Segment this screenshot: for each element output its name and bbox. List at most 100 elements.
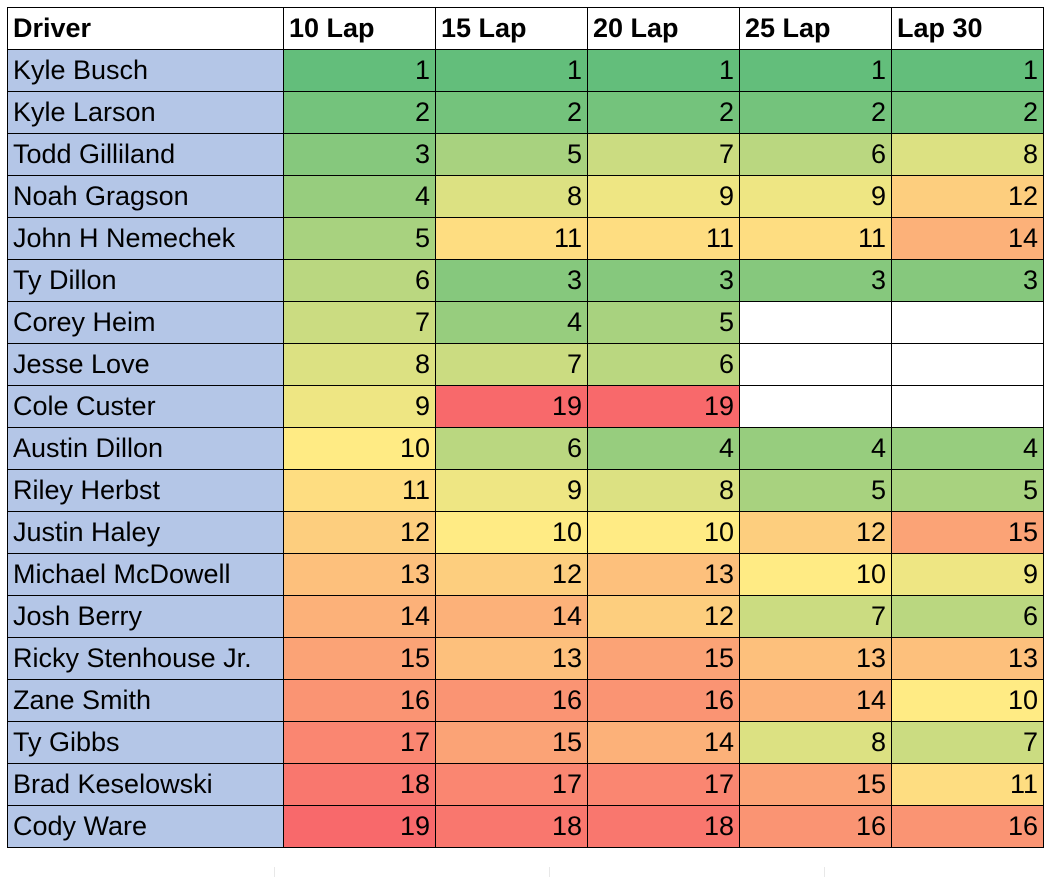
rank-cell-20-lap[interactable]: 14 [587,721,740,764]
rank-cell-25-lap[interactable]: 12 [739,511,892,554]
header-10-lap[interactable]: 10 Lap [283,7,436,50]
driver-name-cell[interactable]: Noah Gragson [7,175,284,218]
empty-cell-lap-30[interactable] [891,343,1044,386]
rank-cell-10-lap[interactable]: 7 [283,301,436,344]
rank-cell-lap-30[interactable]: 7 [891,721,1044,764]
driver-name-cell[interactable]: Corey Heim [7,301,284,344]
rank-cell-lap-30[interactable]: 11 [891,763,1044,806]
rank-cell-15-lap[interactable]: 17 [435,763,588,806]
rank-cell-20-lap[interactable]: 3 [587,259,740,302]
driver-name-cell[interactable]: Josh Berry [7,595,284,638]
header-driver[interactable]: Driver [7,7,284,50]
rank-cell-25-lap[interactable]: 7 [739,595,892,638]
rank-cell-10-lap[interactable]: 3 [283,133,436,176]
driver-name-cell[interactable]: Austin Dillon [7,427,284,470]
rank-cell-20-lap[interactable]: 13 [587,553,740,596]
rank-cell-10-lap[interactable]: 18 [283,763,436,806]
rank-cell-lap-30[interactable]: 10 [891,679,1044,722]
header-15-lap[interactable]: 15 Lap [435,7,588,50]
rank-cell-10-lap[interactable]: 19 [283,805,436,848]
rank-cell-15-lap[interactable]: 13 [435,637,588,680]
rank-cell-10-lap[interactable]: 12 [283,511,436,554]
rank-cell-20-lap[interactable]: 18 [587,805,740,848]
rank-cell-lap-30[interactable]: 3 [891,259,1044,302]
rank-cell-20-lap[interactable]: 4 [587,427,740,470]
rank-cell-20-lap[interactable]: 2 [587,91,740,134]
rank-cell-25-lap[interactable]: 1 [739,49,892,92]
rank-cell-15-lap[interactable]: 4 [435,301,588,344]
rank-cell-lap-30[interactable]: 16 [891,805,1044,848]
rank-cell-25-lap[interactable]: 5 [739,469,892,512]
rank-cell-20-lap[interactable]: 8 [587,469,740,512]
rank-cell-20-lap[interactable]: 16 [587,679,740,722]
header-20-lap[interactable]: 20 Lap [587,7,740,50]
rank-cell-20-lap[interactable]: 19 [587,385,740,428]
rank-cell-20-lap[interactable]: 12 [587,595,740,638]
driver-name-cell[interactable]: Michael McDowell [7,553,284,596]
driver-name-cell[interactable]: Cody Ware [7,805,284,848]
rank-cell-10-lap[interactable]: 5 [283,217,436,260]
rank-cell-20-lap[interactable]: 9 [587,175,740,218]
rank-cell-20-lap[interactable]: 10 [587,511,740,554]
rank-cell-lap-30[interactable]: 15 [891,511,1044,554]
rank-cell-25-lap[interactable]: 14 [739,679,892,722]
rank-cell-10-lap[interactable]: 4 [283,175,436,218]
rank-cell-25-lap[interactable]: 15 [739,763,892,806]
rank-cell-25-lap[interactable]: 8 [739,721,892,764]
rank-cell-lap-30[interactable]: 14 [891,217,1044,260]
driver-name-cell[interactable]: Cole Custer [7,385,284,428]
empty-cell-25-lap[interactable] [739,385,892,428]
rank-cell-20-lap[interactable]: 11 [587,217,740,260]
rank-cell-15-lap[interactable]: 18 [435,805,588,848]
rank-cell-20-lap[interactable]: 15 [587,637,740,680]
empty-cell-25-lap[interactable] [739,343,892,386]
rank-cell-lap-30[interactable]: 12 [891,175,1044,218]
rank-cell-lap-30[interactable]: 5 [891,469,1044,512]
rank-cell-25-lap[interactable]: 16 [739,805,892,848]
header-25-lap[interactable]: 25 Lap [739,7,892,50]
rank-cell-10-lap[interactable]: 11 [283,469,436,512]
rank-cell-10-lap[interactable]: 14 [283,595,436,638]
driver-name-cell[interactable]: Zane Smith [7,679,284,722]
rank-cell-lap-30[interactable]: 6 [891,595,1044,638]
rank-cell-lap-30[interactable]: 4 [891,427,1044,470]
rank-cell-20-lap[interactable]: 5 [587,301,740,344]
rank-cell-lap-30[interactable]: 9 [891,553,1044,596]
rank-cell-10-lap[interactable]: 10 [283,427,436,470]
rank-cell-10-lap[interactable]: 9 [283,385,436,428]
rank-cell-15-lap[interactable]: 3 [435,259,588,302]
rank-cell-25-lap[interactable]: 3 [739,259,892,302]
rank-cell-15-lap[interactable]: 9 [435,469,588,512]
driver-name-cell[interactable]: Justin Haley [7,511,284,554]
rank-cell-15-lap[interactable]: 2 [435,91,588,134]
header-lap-30[interactable]: Lap 30 [891,7,1044,50]
rank-cell-15-lap[interactable]: 15 [435,721,588,764]
driver-name-cell[interactable]: Jesse Love [7,343,284,386]
driver-name-cell[interactable]: Todd Gilliland [7,133,284,176]
rank-cell-10-lap[interactable]: 13 [283,553,436,596]
driver-name-cell[interactable]: Kyle Larson [7,91,284,134]
rank-cell-15-lap[interactable]: 1 [435,49,588,92]
rank-cell-15-lap[interactable]: 7 [435,343,588,386]
rank-cell-25-lap[interactable]: 13 [739,637,892,680]
driver-name-cell[interactable]: John H Nemechek [7,217,284,260]
rank-cell-lap-30[interactable]: 1 [891,49,1044,92]
rank-cell-10-lap[interactable]: 8 [283,343,436,386]
rank-cell-25-lap[interactable]: 10 [739,553,892,596]
driver-name-cell[interactable]: Riley Herbst [7,469,284,512]
rank-cell-lap-30[interactable]: 13 [891,637,1044,680]
rank-cell-25-lap[interactable]: 6 [739,133,892,176]
rank-cell-lap-30[interactable]: 8 [891,133,1044,176]
rank-cell-15-lap[interactable]: 10 [435,511,588,554]
empty-cell-25-lap[interactable] [739,301,892,344]
rank-cell-10-lap[interactable]: 6 [283,259,436,302]
driver-name-cell[interactable]: Kyle Busch [7,49,284,92]
rank-cell-15-lap[interactable]: 8 [435,175,588,218]
driver-name-cell[interactable]: Ricky Stenhouse Jr. [7,637,284,680]
rank-cell-15-lap[interactable]: 5 [435,133,588,176]
driver-name-cell[interactable]: Ty Dillon [7,259,284,302]
rank-cell-lap-30[interactable]: 2 [891,91,1044,134]
rank-cell-15-lap[interactable]: 12 [435,553,588,596]
rank-cell-10-lap[interactable]: 16 [283,679,436,722]
rank-cell-10-lap[interactable]: 17 [283,721,436,764]
